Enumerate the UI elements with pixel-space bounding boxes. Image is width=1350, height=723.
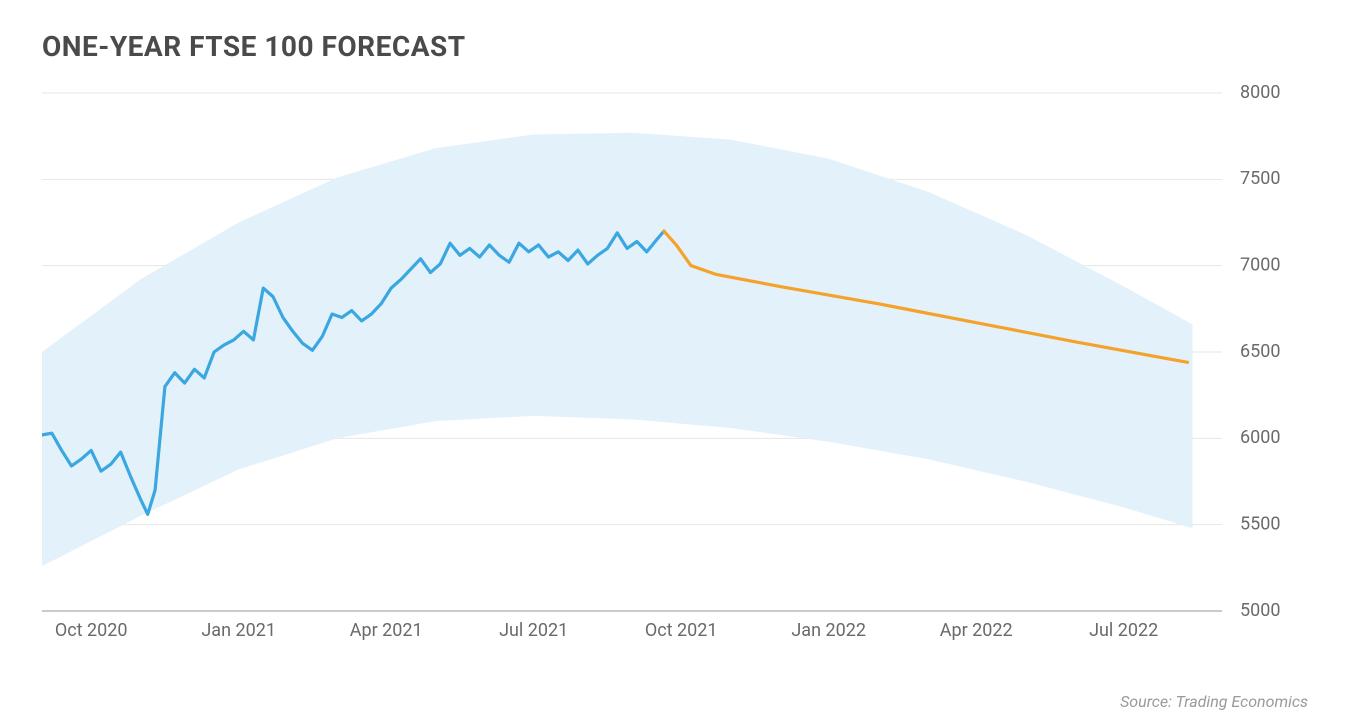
chart-source: Source: Trading Economics: [1120, 692, 1308, 711]
y-axis-label: 5500: [1240, 513, 1280, 534]
x-axis-label: Apr 2021: [350, 620, 423, 641]
confidence-band: [42, 133, 1193, 566]
y-axis-label: 6000: [1240, 427, 1280, 448]
y-axis-label: 5000: [1240, 600, 1280, 621]
x-axis-label: Apr 2022: [940, 620, 1013, 641]
chart-title: ONE-YEAR FTSE 100 FORECAST: [42, 30, 1308, 63]
x-axis-label: Jan 2021: [201, 620, 276, 641]
x-axis-label: Jan 2022: [791, 620, 866, 641]
y-axis-label: 6500: [1240, 341, 1280, 362]
y-axis-label: 8000: [1240, 82, 1280, 103]
x-axis-label: Oct 2020: [55, 620, 128, 641]
y-axis-label: 7000: [1240, 254, 1280, 275]
x-axis-label: Jul 2021: [499, 620, 568, 641]
y-axis-label: 7500: [1240, 168, 1280, 189]
chart-area: 5000 5500 6000 6500 7000 7500 8000 Oct 2020 Jan …: [42, 73, 1308, 653]
x-axis-label: Jul 2022: [1089, 620, 1158, 641]
x-axis-label: Oct 2021: [645, 620, 718, 641]
chart-svg: 5000 5500 6000 6500 7000 7500 8000 Oct 2020 Jan …: [42, 73, 1308, 653]
